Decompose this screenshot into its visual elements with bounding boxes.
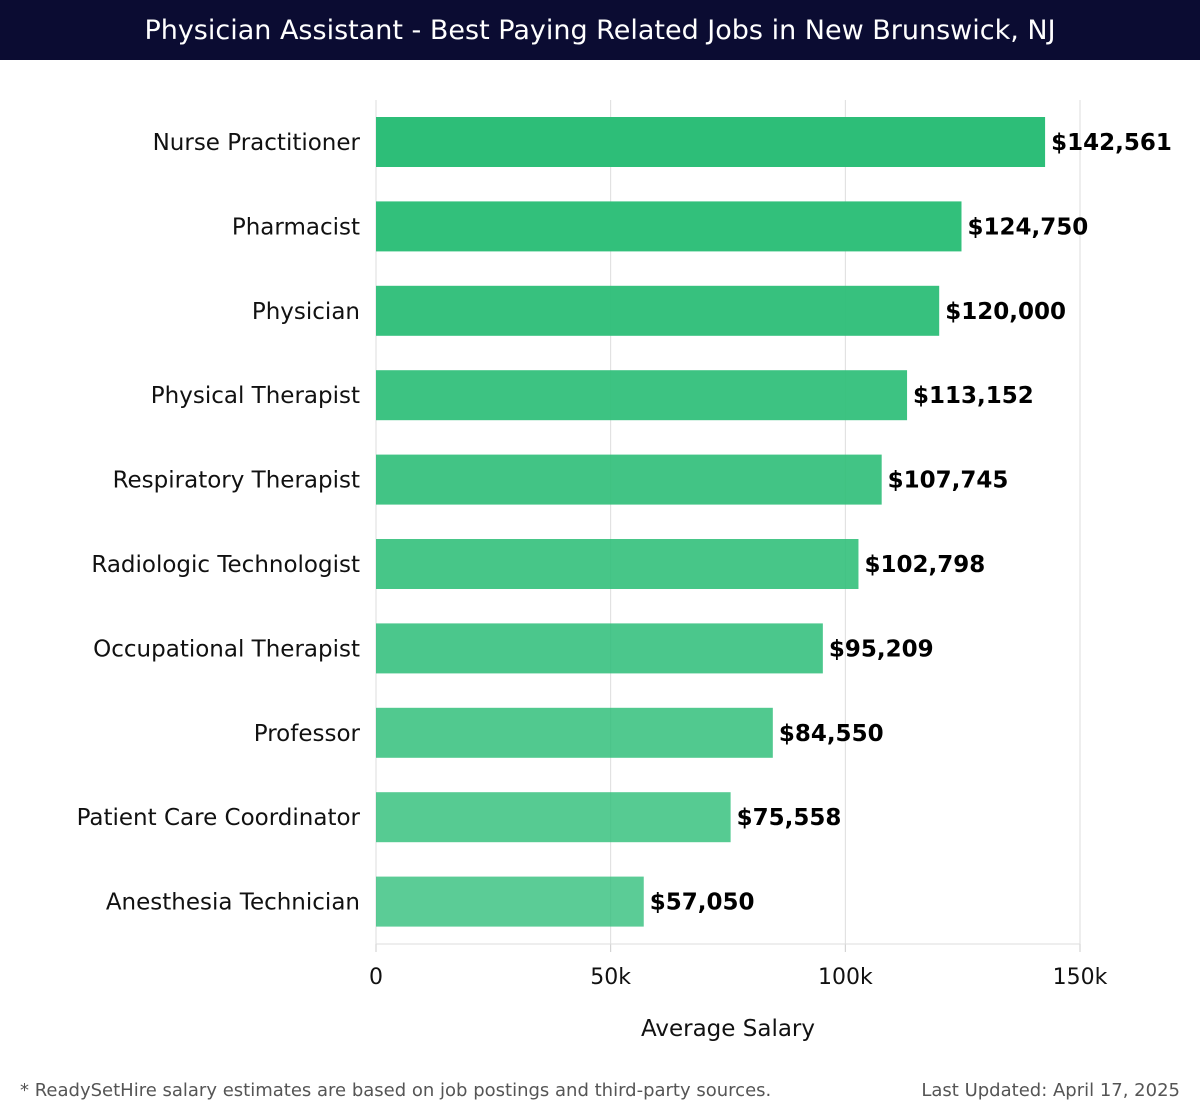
category-label: Radiologic Technologist — [91, 552, 360, 578]
bar — [376, 201, 962, 252]
bar — [376, 285, 940, 336]
value-label: $142,561 — [1051, 130, 1172, 156]
value-labels: $142,561 $124,750 $120,000 $113,152 $107,745… — [650, 130, 1172, 916]
value-label: $124,750 — [967, 214, 1088, 240]
value-label: $95,209 — [829, 636, 934, 662]
category-label: Nurse Practitioner — [153, 130, 361, 156]
chart-title: Physician Assistant - Best Paying Relate… — [0, 0, 1200, 60]
value-label: $84,550 — [779, 721, 884, 747]
x-tick-label: 100k — [818, 965, 873, 990]
category-label: Physical Therapist — [151, 383, 360, 409]
bar — [376, 707, 773, 758]
x-tick-label: 150k — [1053, 965, 1108, 990]
category-labels: Nurse Practitioner Pharmacist Physician Phy… — [77, 130, 361, 916]
category-label: Pharmacist — [232, 214, 360, 240]
value-label: $75,558 — [737, 805, 842, 831]
last-updated: Last Updated: April 17, 2025 — [921, 1080, 1180, 1101]
category-label: Professor — [254, 721, 361, 747]
x-tick-label: 0 — [369, 965, 383, 990]
value-label: $57,050 — [650, 890, 755, 916]
x-axis: 0 50k 100k 150k — [369, 943, 1108, 990]
value-label: $120,000 — [945, 299, 1066, 325]
bar — [376, 623, 823, 674]
bar — [376, 539, 859, 589]
value-label: $102,798 — [864, 552, 985, 578]
x-tick-label: 50k — [590, 965, 631, 990]
bar — [376, 370, 908, 421]
category-label: Occupational Therapist — [93, 636, 360, 662]
bar — [376, 792, 731, 843]
category-label: Physician — [252, 299, 360, 325]
bar-chart: Nurse Practitioner Pharmacist Physician Phy… — [77, 100, 1172, 1042]
bars — [376, 117, 1046, 927]
bar — [376, 117, 1046, 167]
value-label: $113,152 — [913, 383, 1034, 409]
bar — [376, 454, 882, 505]
bar — [376, 876, 644, 927]
footer-note: * ReadySetHire salary estimates are base… — [20, 1080, 772, 1101]
category-label: Patient Care Coordinator — [77, 805, 361, 831]
category-label: Anesthesia Technician — [106, 890, 360, 916]
value-label: $107,745 — [888, 468, 1009, 494]
x-axis-title: Average Salary — [641, 1016, 815, 1042]
category-label: Respiratory Therapist — [113, 468, 360, 494]
